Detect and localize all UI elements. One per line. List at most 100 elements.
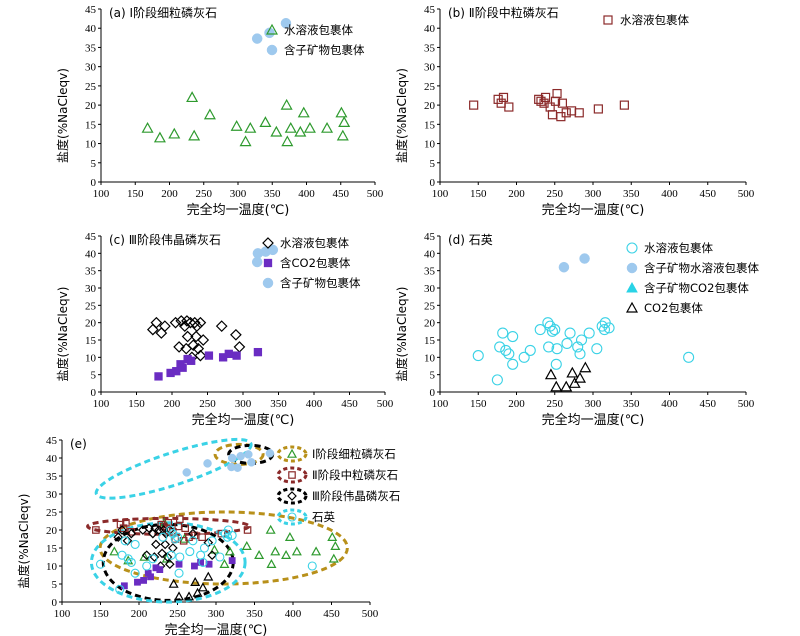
x-tick-label: 150 xyxy=(127,188,144,200)
x-tick-label: 500 xyxy=(362,608,379,620)
data-point xyxy=(294,125,307,137)
data-point xyxy=(175,552,185,562)
data-point xyxy=(187,356,196,365)
legend-marker xyxy=(263,258,273,268)
x-tick-label: 200 xyxy=(508,188,525,200)
legend-marker xyxy=(626,262,638,274)
y-tick-label: 45 xyxy=(424,231,436,243)
data-point xyxy=(117,525,127,535)
data-point xyxy=(243,526,252,534)
x-tick-label: 450 xyxy=(700,398,717,410)
data-point xyxy=(190,576,201,587)
data-point xyxy=(149,552,160,562)
x-tick-label: 200 xyxy=(131,608,148,620)
data-point xyxy=(232,351,241,360)
data-point xyxy=(491,374,503,386)
data-point xyxy=(126,557,136,567)
data-point xyxy=(267,244,279,256)
data-point xyxy=(566,106,577,116)
x-tick-label: 500 xyxy=(738,188,755,200)
x-axis-label: 完全均一温度(℃) xyxy=(187,202,290,218)
data-point xyxy=(126,528,137,539)
x-tick-label: 300 xyxy=(208,608,225,620)
data-point xyxy=(327,531,338,542)
data-point xyxy=(142,561,152,571)
data-point xyxy=(297,106,310,118)
y-tick-label: 40 xyxy=(424,248,436,260)
x-tick-label: 250 xyxy=(199,398,216,410)
data-point xyxy=(154,372,163,381)
panel-title: (c) Ⅲ阶段伟晶磷灰石 xyxy=(109,232,221,247)
data-point xyxy=(92,526,100,534)
data-point xyxy=(174,568,184,578)
data-point xyxy=(500,344,512,356)
data-point xyxy=(217,529,226,538)
data-point xyxy=(574,108,584,118)
data-point xyxy=(184,591,195,601)
legend-ellipse xyxy=(276,466,308,484)
data-point xyxy=(168,127,181,139)
data-point xyxy=(191,320,203,332)
x-tick-label: 200 xyxy=(164,398,181,410)
data-point xyxy=(122,518,130,527)
x-tick-label: 450 xyxy=(341,398,358,410)
y-tick-label: 40 xyxy=(85,23,97,35)
y-tick-label: 30 xyxy=(85,62,97,74)
data-point xyxy=(498,92,509,103)
data-point xyxy=(591,343,603,355)
data-point xyxy=(127,527,136,536)
x-tick-label: 150 xyxy=(470,398,487,410)
x-tick-label: 200 xyxy=(161,188,178,200)
data-point xyxy=(141,550,152,561)
legend-marker xyxy=(287,491,297,501)
data-point xyxy=(170,534,180,544)
data-point xyxy=(203,108,216,120)
data-point xyxy=(188,129,201,141)
data-point xyxy=(219,558,230,569)
x-axis-label: 完全均一温度(℃) xyxy=(542,202,645,218)
x-tick-label: 250 xyxy=(169,608,186,620)
data-point xyxy=(224,546,235,556)
data-point xyxy=(230,328,242,341)
data-point xyxy=(130,568,140,578)
stage-envelope-ellipse xyxy=(94,437,253,500)
y-tick-label: 20 xyxy=(424,100,436,112)
y-tick-label: 15 xyxy=(85,335,97,347)
data-point xyxy=(192,342,205,355)
data-point xyxy=(524,344,536,356)
legend-label: 水溶液包裹体 xyxy=(620,13,689,27)
x-tick-label: 450 xyxy=(333,188,350,200)
data-point xyxy=(619,100,629,110)
x-tick-label: 100 xyxy=(54,608,71,620)
data-point xyxy=(233,341,246,353)
y-tick-label: 40 xyxy=(424,23,436,35)
y-tick-label: 35 xyxy=(424,266,436,278)
y-tick-label: 30 xyxy=(85,283,97,295)
data-point xyxy=(184,316,197,329)
y-tick-label: 35 xyxy=(46,471,58,483)
y-tick-label: 5 xyxy=(52,579,58,591)
x-tick-label: 400 xyxy=(661,188,678,200)
data-point xyxy=(579,253,590,264)
panel-title: (e) xyxy=(70,437,87,451)
data-point xyxy=(178,363,187,372)
y-tick-label: 30 xyxy=(424,283,436,295)
data-point xyxy=(197,334,210,346)
data-point xyxy=(162,552,173,562)
data-point xyxy=(203,571,214,581)
data-point xyxy=(160,539,171,550)
data-point xyxy=(551,343,563,355)
x-tick-label: 500 xyxy=(738,398,755,410)
data-point xyxy=(176,515,184,524)
data-point xyxy=(166,550,176,560)
data-point xyxy=(191,562,198,570)
y-tick-label: 25 xyxy=(424,81,436,93)
data-point xyxy=(109,546,120,556)
data-point xyxy=(169,316,182,329)
data-point xyxy=(123,555,134,565)
data-point xyxy=(173,341,185,353)
data-point xyxy=(140,577,148,584)
data-point xyxy=(185,547,195,557)
data-point xyxy=(215,552,225,562)
